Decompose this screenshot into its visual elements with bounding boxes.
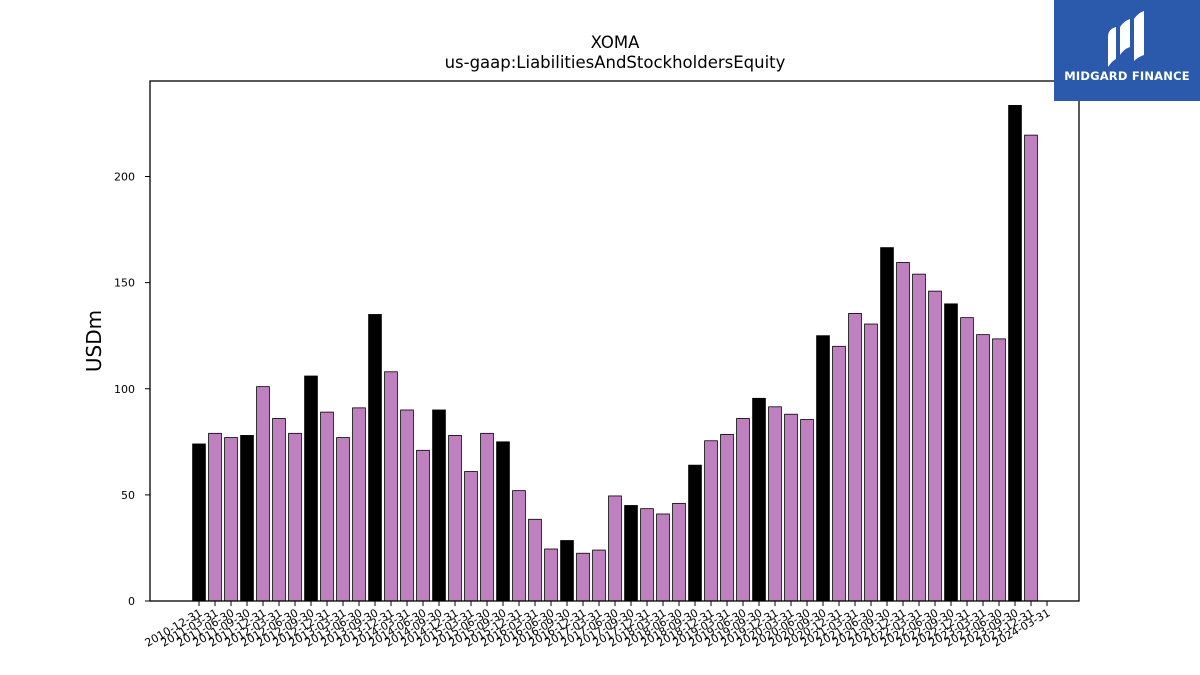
midgard-logo-icon	[1108, 11, 1144, 67]
bar	[432, 409, 446, 602]
bars-group	[192, 105, 1038, 602]
bar	[576, 552, 590, 602]
bar	[208, 432, 222, 602]
y-tick-label: 100	[114, 383, 135, 396]
bar	[416, 449, 430, 602]
bar	[672, 502, 686, 602]
bar	[192, 443, 206, 602]
bar	[752, 397, 766, 602]
bar	[304, 375, 318, 602]
bar	[864, 323, 878, 602]
bar	[544, 548, 558, 602]
y-tick-label: 150	[114, 277, 135, 290]
bar	[928, 290, 942, 602]
bar	[496, 441, 510, 602]
bar	[608, 495, 622, 602]
bar	[224, 437, 238, 602]
y-axis: 0 50 100 150 200	[114, 171, 150, 608]
bar	[480, 432, 494, 602]
bar	[240, 435, 254, 602]
logo-text: MIDGARD FINANCE	[1064, 69, 1190, 83]
bar	[848, 313, 862, 602]
bar	[896, 262, 910, 602]
bar	[688, 464, 702, 602]
bar	[784, 413, 798, 602]
bar	[464, 471, 478, 602]
bar	[944, 303, 958, 602]
bar	[592, 549, 606, 602]
bar	[400, 409, 414, 602]
bar	[288, 432, 302, 602]
bar	[880, 247, 894, 602]
bar	[272, 418, 286, 602]
bar	[704, 440, 718, 602]
bar	[320, 411, 334, 602]
bar	[560, 540, 574, 602]
bar	[912, 273, 926, 602]
bar	[960, 317, 974, 602]
bar	[720, 433, 734, 602]
bar	[256, 386, 270, 602]
y-axis-label: USDm	[82, 310, 106, 372]
bar	[736, 418, 750, 602]
bar	[624, 505, 638, 602]
bar	[992, 338, 1006, 602]
bar	[528, 518, 542, 602]
bar	[768, 406, 782, 602]
bar	[816, 335, 830, 602]
x-axis: 2010-12-312011-03-312011-06-302011-09-30…	[143, 601, 1053, 650]
bar	[352, 407, 366, 602]
bar	[976, 334, 990, 602]
chart-title: XOMA	[591, 33, 640, 52]
plot-frame	[149, 80, 1080, 602]
y-tick-label: 50	[121, 489, 135, 502]
chart-subtitle: us-gaap:LiabilitiesAndStockholdersEquity	[445, 53, 786, 72]
bar	[368, 314, 382, 602]
y-tick-label: 200	[114, 171, 135, 184]
bar	[656, 513, 670, 602]
bar	[336, 437, 350, 602]
bar	[640, 508, 654, 602]
bar	[384, 371, 398, 602]
bar	[1008, 105, 1022, 602]
bar	[800, 419, 814, 602]
bar	[832, 345, 846, 602]
bar	[512, 490, 526, 602]
bar	[1024, 134, 1038, 602]
bar	[448, 435, 462, 602]
midgard-finance-logo: MIDGARD FINANCE	[1054, 0, 1200, 101]
y-tick-label: 0	[128, 595, 135, 608]
